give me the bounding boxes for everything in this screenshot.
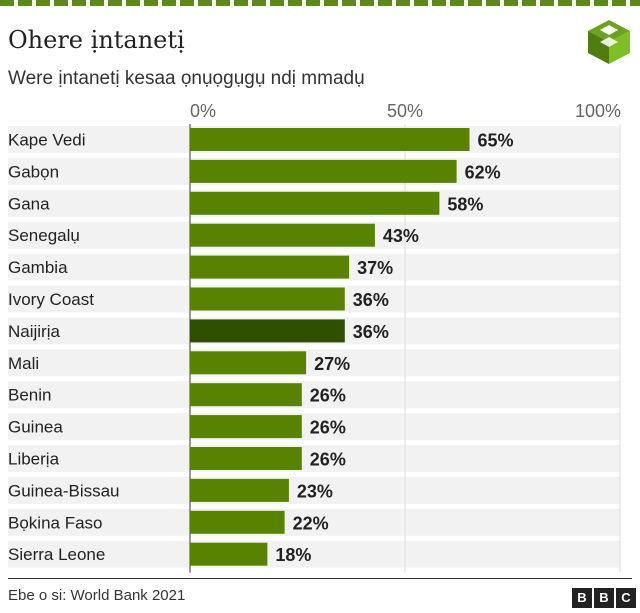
- category-label: Gana: [8, 194, 50, 213]
- row-stripe: [8, 349, 620, 377]
- accent-dash: [54, 0, 68, 6]
- bar-chart: 0% 50% 100% Kape Vedi 65% Gabọn 62% Gana 58% Sene…: [8, 101, 621, 573]
- bbc-logo-letter: B: [594, 588, 614, 608]
- category-label: Sierra Leone: [8, 545, 105, 564]
- footer-divider: [8, 578, 632, 579]
- source-note: Ebe o si: World Bank 2021: [8, 587, 186, 604]
- accent-dash: [450, 0, 464, 6]
- accent-dash: [630, 0, 640, 6]
- value-label: 62%: [465, 162, 501, 182]
- bar: [190, 191, 440, 215]
- bar: [190, 542, 268, 566]
- accent-dash: [594, 0, 608, 6]
- bar: [190, 383, 302, 407]
- tick-label: 50%: [387, 101, 423, 121]
- value-label: 26%: [310, 450, 346, 470]
- accent-dash: [36, 0, 50, 6]
- bbc-logo-letter: C: [616, 588, 636, 608]
- accent-dash: [108, 0, 122, 6]
- bar: [190, 128, 470, 151]
- bbc-logo-letter: B: [572, 588, 592, 608]
- tick-label: 0%: [190, 101, 216, 121]
- value-label: 65%: [478, 131, 514, 151]
- accent-dash: [468, 0, 482, 6]
- accent-dash: [0, 0, 14, 6]
- accent-dash: [432, 0, 446, 6]
- accent-dash: [306, 0, 320, 6]
- accent-dash: [486, 0, 500, 6]
- category-label: Ivory Coast: [8, 290, 94, 309]
- category-label: Kape Vedi: [8, 131, 86, 150]
- accent-dash: [162, 0, 176, 6]
- highlighted-bar: [190, 319, 345, 343]
- accent-dash: [72, 0, 86, 6]
- accent-dash: [180, 0, 194, 6]
- bbc-logo: B B C: [572, 588, 636, 608]
- value-label: 18%: [275, 545, 311, 565]
- category-label: Senegalụ: [8, 226, 80, 245]
- accent-dash: [216, 0, 230, 6]
- bar: [190, 478, 289, 502]
- value-label: 27%: [314, 354, 350, 374]
- accent-dash: [234, 0, 248, 6]
- category-label: Guinea-Bissau: [8, 481, 120, 500]
- value-label: 26%: [310, 418, 346, 438]
- accent-dash: [612, 0, 626, 6]
- bar: [190, 351, 307, 375]
- isometric-layers-icon: [588, 20, 630, 64]
- bar: [190, 447, 302, 470]
- accent-dash: [270, 0, 284, 6]
- value-label: 36%: [353, 290, 389, 310]
- value-label: 22%: [293, 513, 329, 533]
- accent-dash: [396, 0, 410, 6]
- row-stripe: [8, 381, 620, 409]
- bar: [190, 510, 285, 534]
- accent-dash: [378, 0, 392, 6]
- accent-dash: [576, 0, 590, 6]
- bar: [190, 159, 457, 183]
- accent-dash: [126, 0, 140, 6]
- row-stripe: [8, 540, 620, 568]
- accent-dash: [144, 0, 158, 6]
- value-label: 58%: [447, 194, 483, 214]
- accent-dash: [360, 0, 374, 6]
- accent-dash: [90, 0, 104, 6]
- chart-title: Ohere ịntanetị: [8, 26, 185, 54]
- row-stripe: [8, 476, 620, 504]
- category-label: Mali: [8, 354, 39, 373]
- top-accent-bar: [0, 0, 640, 10]
- chart-subtitle: Were ịntanetị kesaa ọnụọgụgụ ndị mmadụ: [8, 68, 365, 89]
- row-stripe: [8, 508, 620, 536]
- row-stripe: [8, 445, 620, 472]
- category-label: Gabọn: [8, 162, 59, 181]
- accent-dash: [540, 0, 554, 6]
- accent-dash: [198, 0, 212, 6]
- value-label: 37%: [357, 258, 393, 278]
- accent-dash: [288, 0, 302, 6]
- value-label: 26%: [310, 386, 346, 406]
- accent-dash: [18, 0, 32, 6]
- value-label: 36%: [353, 322, 389, 342]
- accent-dash: [558, 0, 572, 6]
- category-label: Naijirịa: [8, 322, 61, 341]
- bar: [190, 255, 350, 279]
- value-label: 23%: [297, 481, 333, 501]
- bar: [190, 223, 375, 247]
- accent-dash: [342, 0, 356, 6]
- accent-dash: [414, 0, 428, 6]
- accent-dash: [252, 0, 266, 6]
- row-stripe: [8, 413, 620, 441]
- bar: [190, 415, 302, 439]
- tick-label: 100%: [575, 101, 621, 121]
- category-label: Bọkina Faso: [8, 513, 103, 532]
- accent-dash: [522, 0, 536, 6]
- accent-dash: [504, 0, 518, 6]
- category-label: Gambia: [8, 258, 68, 277]
- value-label: 43%: [383, 226, 419, 246]
- category-label: Guinea: [8, 418, 63, 437]
- category-label: Liberịa: [8, 450, 60, 469]
- category-label: Benin: [8, 386, 51, 405]
- bar: [190, 287, 345, 311]
- accent-dash: [324, 0, 338, 6]
